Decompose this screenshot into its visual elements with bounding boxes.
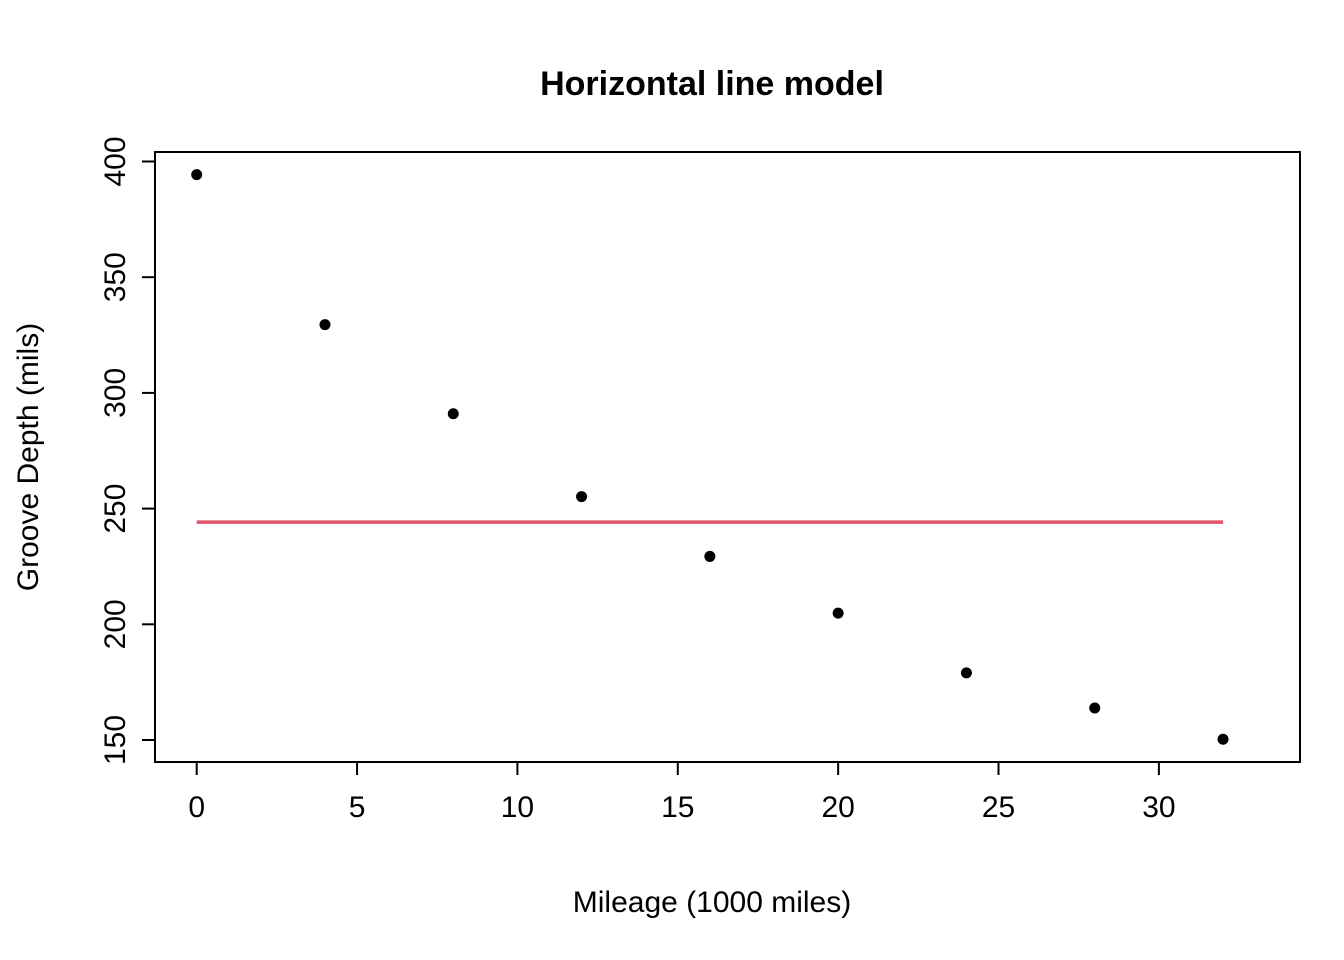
x-tick-label: 30 (1142, 791, 1175, 824)
y-tick-label: 250 (99, 484, 132, 534)
y-tick-label: 150 (99, 715, 132, 765)
data-point (960, 667, 972, 679)
plot-border (154, 151, 1301, 763)
data-point (447, 408, 459, 420)
y-tick-label: 200 (99, 599, 132, 649)
data-point (1217, 733, 1229, 745)
data-point (319, 319, 331, 331)
x-tick-label: 15 (661, 791, 694, 824)
y-tick-label: 300 (99, 368, 132, 418)
x-tick-label: 25 (982, 791, 1015, 824)
y-axis-label: Groove Depth (mils) (12, 323, 45, 591)
plot-area: 0 5 10 15 20 25 30 150 200 250 300 350 400 (99, 136, 1301, 824)
data-point (832, 607, 844, 619)
y-tick-label: 350 (99, 252, 132, 302)
x-tick-label: 10 (501, 791, 534, 824)
chart-title: Horizontal line model (540, 65, 884, 103)
data-point (704, 550, 716, 562)
x-tick-label: 5 (349, 791, 366, 824)
data-point (1089, 702, 1101, 714)
data-point (576, 491, 588, 503)
y-tick-label: 400 (99, 136, 132, 186)
x-axis-label: Mileage (1000 miles) (573, 886, 851, 919)
x-tick-label: 20 (821, 791, 854, 824)
x-tick-label: 0 (188, 791, 205, 824)
data-point (191, 169, 203, 181)
